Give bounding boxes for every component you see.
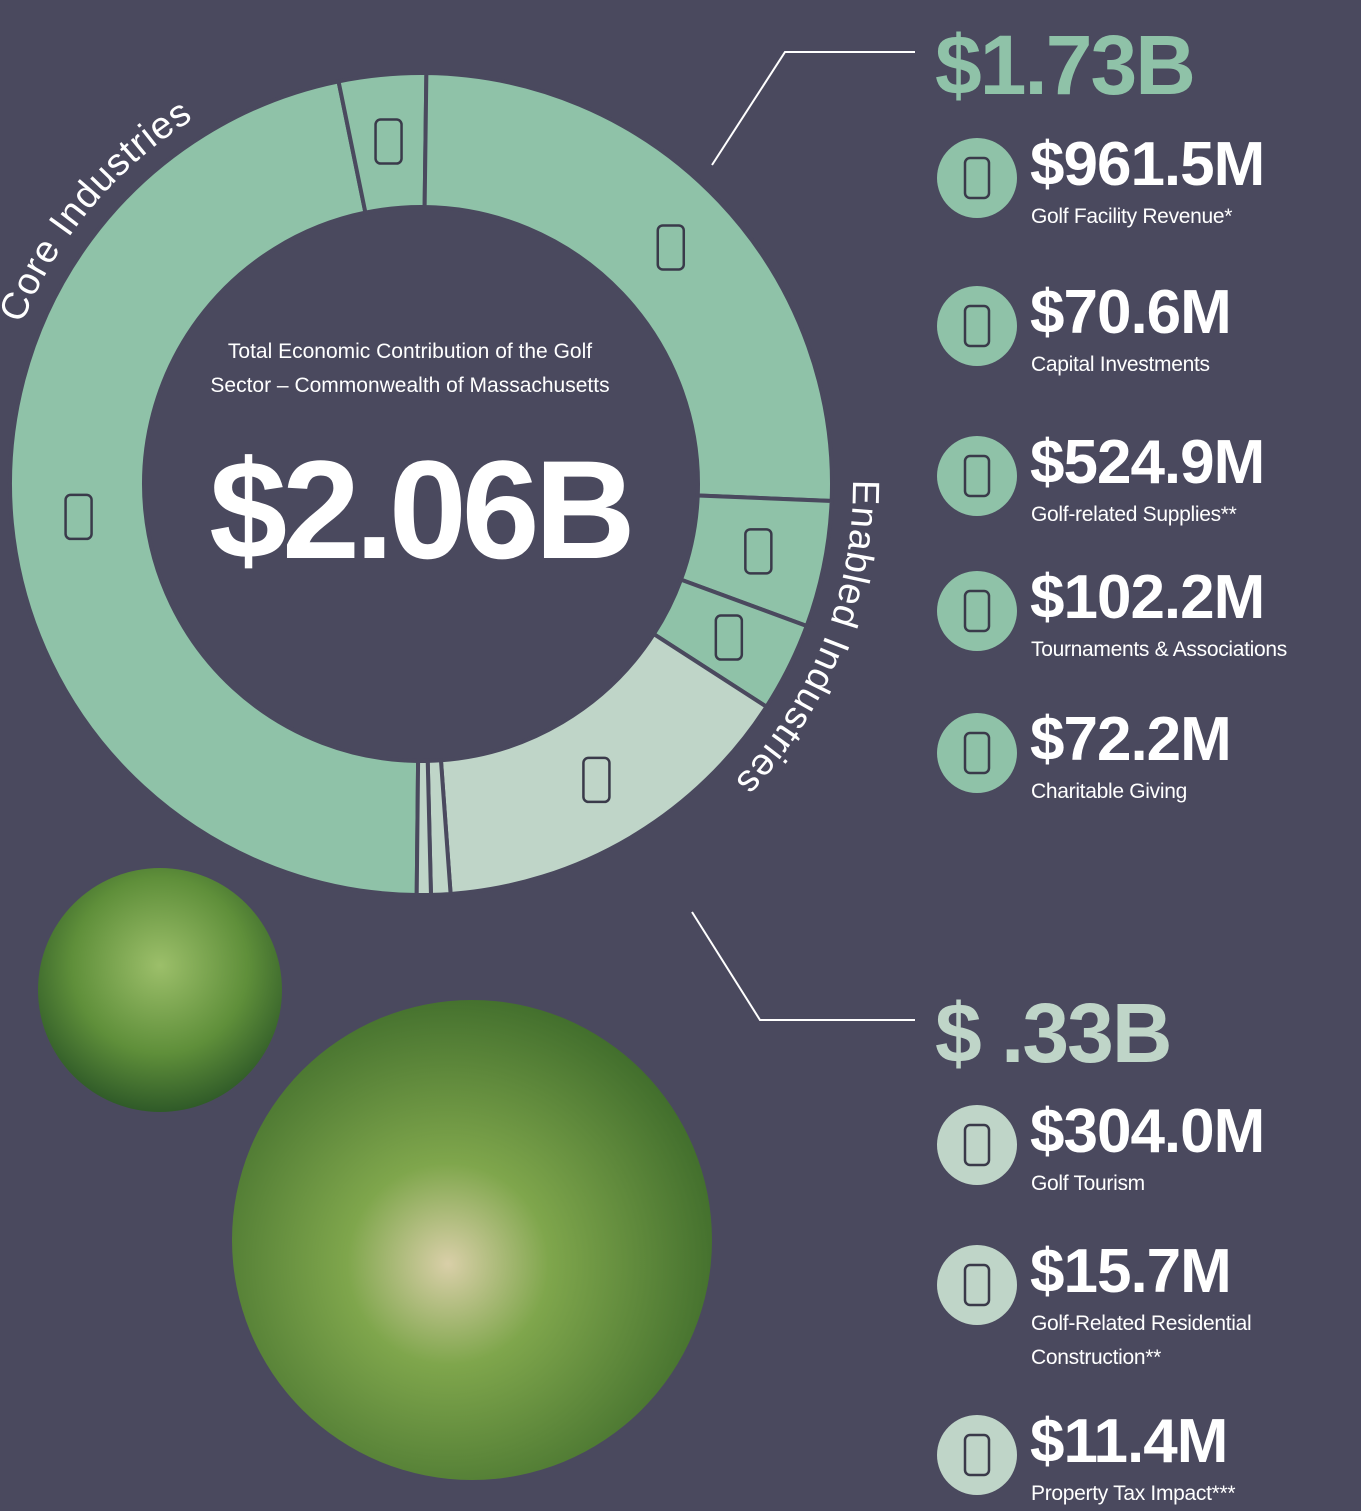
item-icon-bg	[937, 713, 1017, 793]
item-caption: Golf Tourism	[1031, 1172, 1145, 1195]
item-icon	[963, 304, 991, 348]
center-title: Total Economic Contribution of the Golf …	[210, 340, 610, 397]
item-caption: Property Tax Impact***	[1031, 1482, 1236, 1505]
item-value: $524.9M	[1030, 428, 1265, 497]
item-icon-bg	[937, 1415, 1017, 1495]
donut-segment	[438, 631, 770, 897]
item-icon	[963, 1263, 991, 1307]
item-icon	[963, 156, 991, 200]
segment-icon	[64, 493, 93, 541]
item-caption: Charitable Giving	[1031, 780, 1187, 803]
item-icon-bg	[937, 436, 1017, 516]
item-value: $70.6M	[1030, 278, 1232, 347]
segment-icon	[744, 528, 773, 575]
item-icon	[963, 454, 991, 498]
item-icon	[963, 589, 991, 633]
item-icon	[963, 1433, 991, 1477]
photo	[38, 868, 282, 1112]
donut-segment	[414, 758, 434, 897]
segment-icon	[374, 118, 403, 165]
connector	[711, 51, 915, 166]
item-icon-bg	[937, 571, 1017, 651]
donut-segment	[8, 78, 421, 898]
item-value: $304.0M	[1030, 1097, 1265, 1166]
segment-icon	[582, 756, 611, 804]
item-caption: Tournaments & Associations	[1031, 638, 1288, 661]
item-caption: Capital Investments	[1031, 353, 1210, 376]
segment-icon	[714, 614, 744, 661]
item-caption: Golf-Related Residential Construction**	[1031, 1312, 1252, 1369]
group-total: $ .33B	[935, 986, 1172, 1080]
item-icon-bg	[937, 138, 1017, 218]
item-value: $102.2M	[1030, 563, 1265, 632]
item-icon	[963, 731, 991, 775]
item-value: $961.5M	[1030, 130, 1265, 199]
photo	[232, 1000, 712, 1480]
donut-segment	[422, 71, 834, 504]
center-total: $2.06B	[209, 431, 635, 588]
item-value: $15.7M	[1030, 1237, 1232, 1306]
connector	[691, 911, 915, 1021]
item-value: $11.4M	[1030, 1407, 1228, 1476]
segment-icon	[656, 224, 686, 271]
item-icon-bg	[937, 1105, 1017, 1185]
item-value: $72.2M	[1030, 705, 1232, 774]
group-total: $1.73B	[935, 18, 1196, 112]
item-icon	[963, 1123, 991, 1167]
item-caption: Golf-related Supplies**	[1031, 503, 1237, 526]
item-caption: Golf Facility Revenue*	[1031, 205, 1233, 228]
item-icon-bg	[937, 286, 1017, 366]
item-icon-bg	[937, 1245, 1017, 1325]
